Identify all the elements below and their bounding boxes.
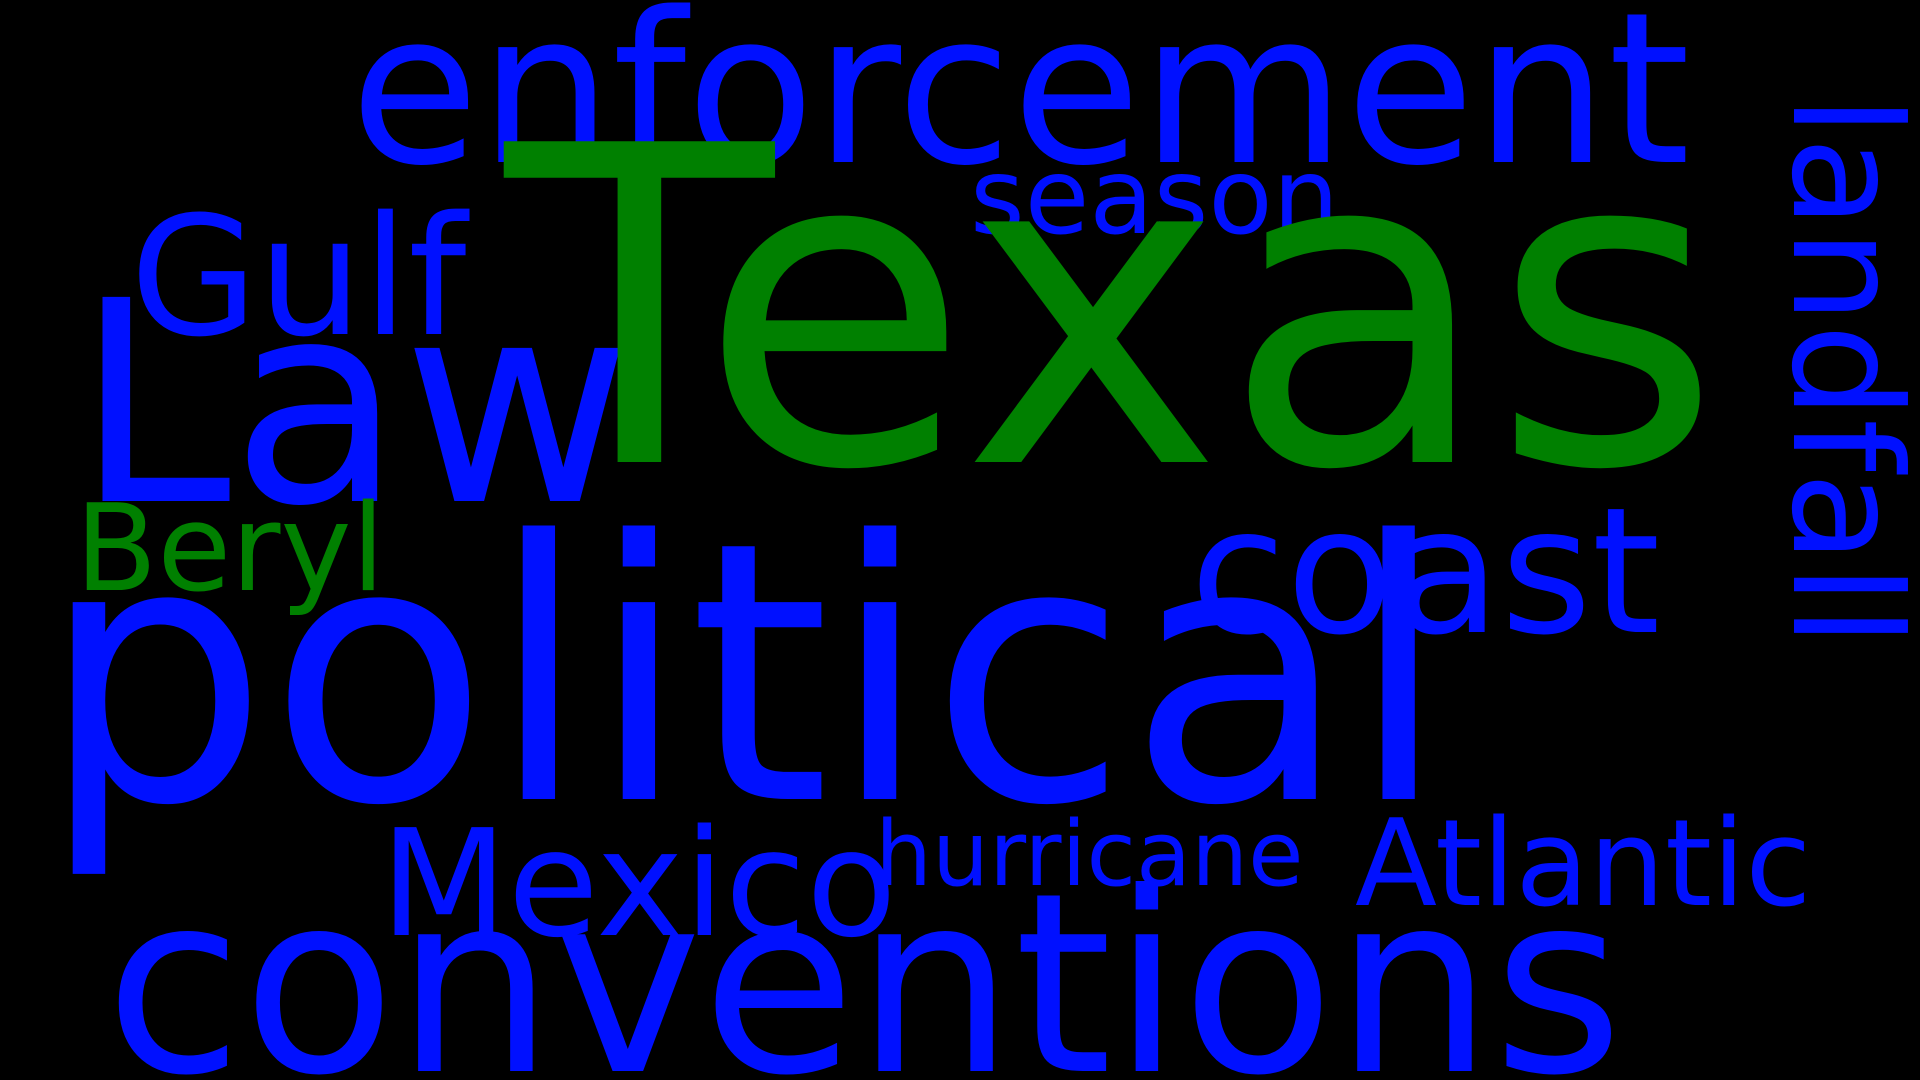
word-enforcement: enforcement xyxy=(350,0,1691,212)
word-conventions: conventions xyxy=(105,839,1624,1080)
word-atlantic: Atlantic xyxy=(1355,795,1812,934)
word-coast: coast xyxy=(1190,471,1661,674)
word-political: political xyxy=(40,465,1449,884)
word-texas: Texas xyxy=(505,54,1722,566)
word-landfall: landfall xyxy=(1758,95,1920,647)
word-season: season xyxy=(970,136,1340,258)
word-mexico: Mexico xyxy=(380,798,897,970)
word-law: Law xyxy=(75,242,632,568)
word-hurricane: hurricane xyxy=(875,802,1304,907)
word-gulf: Gulf xyxy=(130,181,467,373)
word-beryl: Beryl xyxy=(75,480,385,619)
